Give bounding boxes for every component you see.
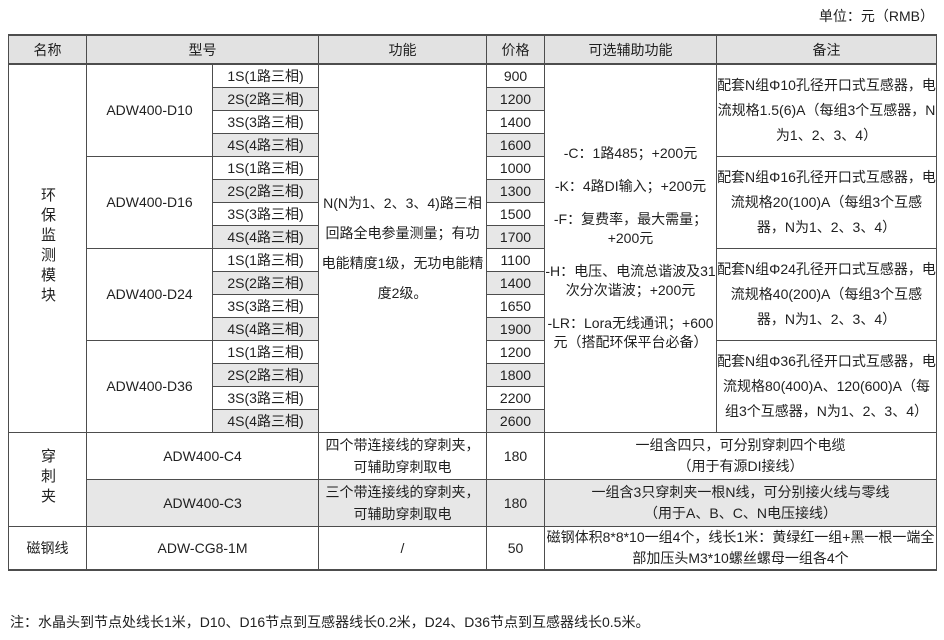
table-row: 穿刺夹 ADW400-C4 四个带连接线的穿刺夹，可辅助穿刺取电 180 一组含… — [8, 431, 937, 527]
price-cell: 1100 — [486, 247, 545, 272]
price-cell: 1900 — [486, 316, 545, 341]
price-cell: 900 — [486, 63, 545, 88]
spec-cell: 1S(1路三相) — [212, 339, 319, 364]
price-cell: 1200 — [486, 86, 545, 111]
model-cell-cg8: ADW-CG8-1M — [86, 525, 319, 570]
model-cell-c3: ADW400-C3 — [86, 478, 319, 527]
price-cell: 1400 — [486, 109, 545, 134]
price-cell: 1600 — [486, 132, 545, 157]
remark-cell-d24: 配套N组Φ24孔径开口式互感器，电流规格40(200)A（每组3个互感器，N为1… — [716, 247, 937, 341]
price-cell: 1700 — [486, 224, 545, 249]
header-price: 价格 — [486, 34, 545, 65]
price-cell: 180 — [486, 431, 545, 480]
price-cell: 1200 — [486, 339, 545, 364]
table-row: 4S(4路三相) 2600 — [9, 408, 937, 433]
spec-cell: 4S(4路三相) — [212, 316, 319, 341]
footnote: 注：水晶头到节点处线长1米，D10、D16节点到互感器线长0.2米，D24、D3… — [10, 613, 650, 630]
spec-cell: 4S(4路三相) — [212, 224, 319, 249]
spec-cell: 1S(1路三相) — [212, 63, 319, 88]
model-cell-c4: ADW400-C4 — [86, 431, 319, 480]
table-row: ADW400-D16 1S(1路三相) 1000 配套N组Φ16孔径开口式互感器… — [9, 155, 937, 249]
price-cell: 2200 — [486, 385, 545, 410]
remark-cell-cg8: 磁钢体积8*8*10一组4个，线长1米：黄绿红一组+黑一根一端全部加压头M3*1… — [544, 525, 937, 570]
spec-cell: 1S(1路三相) — [212, 247, 319, 272]
model-cell-d16: ADW400-D16 — [86, 155, 213, 249]
remark-cell-c4: 一组含四只，可分别穿刺四个电缆 （用于有源DI接线） — [544, 431, 937, 480]
category-cell-module: 环保监测模块 — [8, 63, 87, 433]
function-cell-cg8: / — [318, 525, 487, 570]
spec-cell: 3S(3路三相) — [212, 385, 319, 410]
price-cell: 1000 — [486, 155, 545, 180]
category-cell-magnet: 磁钢线 — [8, 525, 87, 570]
spec-cell: 3S(3路三相) — [212, 201, 319, 226]
table-row: 3S(3路三相) 1500 — [9, 201, 937, 226]
table-row: 4S(4路三相) 1600 — [9, 132, 937, 157]
remark-cell-d10: 配套N组Φ10孔径开口式互感器，电流规格1.5(6)A（每组3个互感器，N为1、… — [716, 63, 937, 157]
optional-item: -C：1路485；+200元 — [563, 145, 698, 162]
table-row: ADW400-C3 三个带连接线的穿刺夹，可辅助穿刺取电 180 一组含3只穿刺… — [9, 478, 937, 527]
table-row: 2S(2路三相) 1200 — [9, 86, 937, 111]
function-cell-c4: 四个带连接线的穿刺夹，可辅助穿刺取电 — [318, 431, 487, 480]
table-row: 4S(4路三相) 1700 — [9, 224, 937, 249]
header-row: 名称 型号 功能 价格 可选辅助功能 备注 — [8, 34, 937, 65]
model-cell-d24: ADW400-D24 — [86, 247, 213, 341]
model-cell-d10: ADW400-D10 — [86, 63, 213, 157]
spec-cell: 2S(2路三相) — [212, 270, 319, 295]
remark-cell-c3: 一组含3只穿刺夹一根N线，可分别接火线与零线 （用于A、B、C、N电压接线） — [544, 478, 937, 527]
category-label: 环保监测模块 — [39, 186, 56, 307]
price-table: 名称 型号 功能 价格 可选辅助功能 备注 环保监测模块 ADW400-D10 … — [8, 34, 937, 571]
remark-cell-d16: 配套N组Φ16孔径开口式互感器，电流规格20(100)A（每组3个互感器，N为1… — [716, 155, 937, 249]
spec-cell: 1S(1路三相) — [212, 155, 319, 180]
price-cell: 1800 — [486, 362, 545, 387]
category-cell-clamp: 穿刺夹 — [8, 431, 87, 527]
spec-cell: 4S(4路三相) — [212, 408, 319, 433]
header-function: 功能 — [318, 34, 487, 65]
unit-label: 单位：元（RMB） — [818, 8, 934, 24]
price-cell: 2600 — [486, 408, 545, 433]
header-model: 型号 — [86, 34, 319, 65]
header-name: 名称 — [8, 34, 87, 65]
spec-cell: 2S(2路三相) — [212, 362, 319, 387]
optional-item: -LR：Lora无线通讯；+600元（搭配环保平台必备） — [547, 315, 714, 351]
spec-cell: 2S(2路三相) — [212, 86, 319, 111]
price-cell: 1300 — [486, 178, 545, 203]
remark-line: 一组含四只，可分别穿刺四个电缆 — [635, 436, 846, 453]
table-row: 2S(2路三相) 1300 — [9, 178, 937, 203]
header-remark: 备注 — [716, 34, 937, 65]
header-optional: 可选辅助功能 — [544, 34, 717, 65]
price-cell: 1400 — [486, 270, 545, 295]
table-row: 2S(2路三相) 1800 — [9, 362, 937, 387]
category-label: 穿刺夹 — [39, 447, 56, 508]
spec-cell: 3S(3路三相) — [212, 109, 319, 134]
table-row: 3S(3路三相) 1400 — [9, 109, 937, 134]
function-cell-c3: 三个带连接线的穿刺夹，可辅助穿刺取电 — [318, 478, 487, 527]
table-row: 2S(2路三相) 1400 — [9, 270, 937, 295]
table-row: 3S(3路三相) 1650 — [9, 293, 937, 318]
table-row: 环保监测模块 ADW400-D10 1S(1路三相) N(N为1、2、3、4)路… — [8, 63, 937, 433]
remark-line: （用于A、B、C、N电压接线） — [644, 504, 837, 521]
spec-cell: 3S(3路三相) — [212, 293, 319, 318]
table-row: 3S(3路三相) 2200 — [9, 385, 937, 410]
optional-functions-cell: -C：1路485；+200元 -K：4路DI输入；+200元 -F：复费率，最大… — [544, 63, 717, 433]
spec-cell: 4S(4路三相) — [212, 132, 319, 157]
price-cell: 50 — [486, 525, 545, 570]
table-row: ADW400-D36 1S(1路三相) 1200 配套N组Φ36孔径开口式互感器… — [9, 339, 937, 433]
table-row: 磁钢线 ADW-CG8-1M / 50 磁钢体积8*8*10一组4个，线长1米：… — [8, 525, 937, 570]
price-cell: 180 — [486, 478, 545, 527]
price-cell: 1500 — [486, 201, 545, 226]
optional-item: -F：复费率，最大需量；+200元 — [553, 211, 708, 247]
remark-line: 一组含3只穿刺夹一根N线，可分别接火线与零线 — [591, 483, 890, 500]
spec-cell: 2S(2路三相) — [212, 178, 319, 203]
remark-cell-d36: 配套N组Φ36孔径开口式互感器，电流规格80(400)A、120(600)A（每… — [716, 339, 937, 433]
function-cell-module: N(N为1、2、3、4)路三相回路全电参量测量；有功电能精度1级，无功电能精度2… — [318, 63, 487, 433]
optional-item: -H：电压、电流总谐波及31次分次谐波；+200元 — [545, 263, 716, 299]
optional-item: -K：4路DI输入；+200元 — [554, 178, 707, 195]
model-cell-d36: ADW400-D36 — [86, 339, 213, 433]
price-cell: 1650 — [486, 293, 545, 318]
remark-line: （用于有源DI接线） — [677, 457, 804, 474]
